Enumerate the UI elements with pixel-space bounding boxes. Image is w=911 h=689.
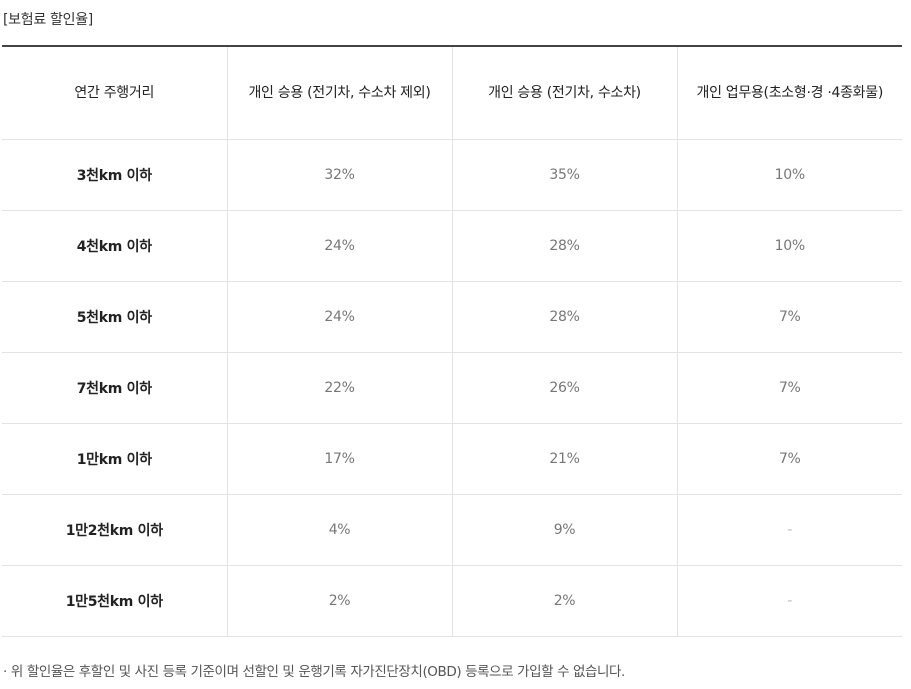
rate-cell: 9%	[452, 494, 678, 566]
row-label: 4천km 이하	[2, 210, 228, 282]
table-row: 3천km 이하 32% 35% 10%	[2, 139, 902, 211]
table-row: 4천km 이하 24% 28% 10%	[2, 210, 902, 282]
table-row: 7천km 이하 22% 26% 7%	[2, 352, 902, 424]
header-annual-mileage: 연간 주행거리	[2, 46, 228, 140]
rate-cell: 24%	[227, 281, 453, 353]
rate-cell: 21%	[452, 423, 678, 495]
rate-cell: 7%	[677, 423, 902, 495]
table-row: 1만km 이하 17% 21% 7%	[2, 423, 902, 495]
rate-cell: 24%	[227, 210, 453, 282]
rate-cell: 28%	[452, 210, 678, 282]
header-personal-business: 개인 업무용(초소형·경 ·4종화물)	[677, 46, 902, 140]
rate-cell: 22%	[227, 352, 453, 424]
rate-cell-empty: -	[677, 565, 902, 637]
rate-cell: 32%	[227, 139, 453, 211]
table-row: 1만5천km 이하 2% 2% -	[2, 565, 902, 637]
row-label: 5천km 이하	[2, 281, 228, 353]
rate-cell: 35%	[452, 139, 678, 211]
bullet-icon: ·	[3, 664, 7, 680]
footnote-text: 위 할인율은 후할인 및 사진 등록 기준이며 선할인 및 운행기록 자가진단장…	[10, 664, 625, 680]
row-label: 1만5천km 이하	[2, 565, 228, 637]
rate-cell: 2%	[452, 565, 678, 637]
rate-cell: 10%	[677, 139, 902, 211]
table-caption: [보험료 할인율]	[3, 12, 93, 28]
row-label: 1만km 이하	[2, 423, 228, 495]
discount-rate-table: 연간 주행거리 개인 승용 (전기차, 수소차 제외) 개인 승용 (전기차, …	[2, 45, 902, 637]
table-header-row: 연간 주행거리 개인 승용 (전기차, 수소차 제외) 개인 승용 (전기차, …	[2, 46, 902, 140]
rate-cell-empty: -	[677, 494, 902, 566]
row-label: 3천km 이하	[2, 139, 228, 211]
rate-cell: 17%	[227, 423, 453, 495]
row-label: 7천km 이하	[2, 352, 228, 424]
rate-cell: 26%	[452, 352, 678, 424]
table-row: 1만2천km 이하 4% 9% -	[2, 494, 902, 566]
rate-cell: 2%	[227, 565, 453, 637]
header-personal-passenger-excl-ev: 개인 승용 (전기차, 수소차 제외)	[227, 46, 453, 140]
rate-cell: 7%	[677, 352, 902, 424]
header-personal-passenger-ev: 개인 승용 (전기차, 수소차)	[452, 46, 678, 140]
footnote: · 위 할인율은 후할인 및 사진 등록 기준이며 선할인 및 운행기록 자가진단…	[3, 660, 625, 680]
rate-cell: 7%	[677, 281, 902, 353]
table-row: 5천km 이하 24% 28% 7%	[2, 281, 902, 353]
rate-cell: 4%	[227, 494, 453, 566]
rate-cell: 10%	[677, 210, 902, 282]
rate-cell: 28%	[452, 281, 678, 353]
row-label: 1만2천km 이하	[2, 494, 228, 566]
